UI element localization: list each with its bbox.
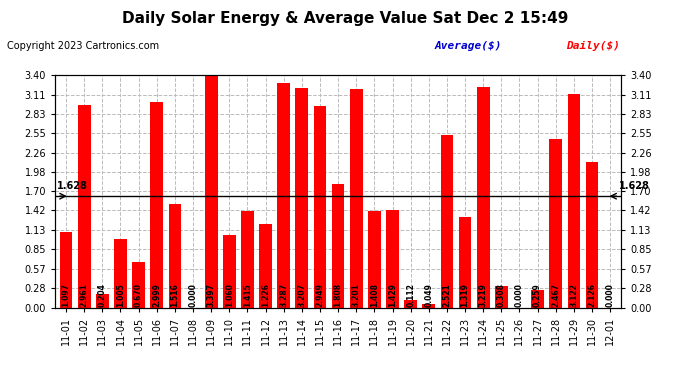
Text: 1.005: 1.005 — [116, 283, 125, 307]
Text: 1.060: 1.060 — [225, 283, 234, 307]
Text: 2.467: 2.467 — [551, 283, 560, 307]
Text: 3.219: 3.219 — [479, 283, 488, 307]
Text: 0.000: 0.000 — [606, 283, 615, 307]
Bar — [386, 210, 399, 308]
Bar — [277, 83, 290, 308]
Bar — [96, 294, 109, 308]
Text: 0.670: 0.670 — [134, 283, 143, 307]
Text: 2.521: 2.521 — [442, 283, 451, 307]
Text: Copyright 2023 Cartronics.com: Copyright 2023 Cartronics.com — [7, 41, 159, 51]
Text: 0.308: 0.308 — [497, 283, 506, 307]
Text: 1.628: 1.628 — [619, 182, 650, 191]
Bar — [586, 162, 598, 308]
Bar — [549, 139, 562, 308]
Text: 2.949: 2.949 — [315, 283, 324, 307]
Text: 1.319: 1.319 — [460, 283, 469, 307]
Text: 1.516: 1.516 — [170, 283, 179, 307]
Bar — [440, 135, 453, 308]
Text: 2.126: 2.126 — [587, 283, 596, 307]
Text: 3.397: 3.397 — [207, 283, 216, 307]
Text: 1.429: 1.429 — [388, 283, 397, 307]
Bar — [368, 211, 381, 308]
Bar — [295, 88, 308, 308]
Text: 0.000: 0.000 — [515, 283, 524, 307]
Bar — [314, 106, 326, 308]
Bar — [531, 290, 544, 308]
Text: Daily($): Daily($) — [566, 41, 620, 51]
Text: 1.097: 1.097 — [61, 283, 70, 307]
Bar — [404, 300, 417, 307]
Text: 0.259: 0.259 — [533, 283, 542, 307]
Bar — [223, 235, 236, 308]
Bar — [350, 88, 362, 308]
Text: 1.408: 1.408 — [370, 283, 379, 307]
Bar — [132, 262, 145, 308]
Text: 2.999: 2.999 — [152, 283, 161, 307]
Text: 2.961: 2.961 — [80, 283, 89, 307]
Text: 1.226: 1.226 — [261, 283, 270, 307]
Text: 0.049: 0.049 — [424, 283, 433, 307]
Text: 3.287: 3.287 — [279, 283, 288, 307]
Bar — [241, 211, 254, 308]
Bar — [150, 102, 163, 308]
Text: Daily Solar Energy & Average Value Sat Dec 2 15:49: Daily Solar Energy & Average Value Sat D… — [122, 11, 568, 26]
Bar — [259, 224, 272, 308]
Text: 0.112: 0.112 — [406, 283, 415, 307]
Bar — [459, 217, 471, 308]
Bar — [422, 304, 435, 307]
Bar — [567, 94, 580, 308]
Bar — [495, 286, 508, 308]
Bar — [60, 232, 72, 308]
Text: Average($): Average($) — [435, 41, 502, 51]
Text: 0.000: 0.000 — [188, 283, 197, 307]
Bar — [168, 204, 181, 308]
Bar — [205, 75, 217, 308]
Text: 3.207: 3.207 — [297, 283, 306, 307]
Text: 3.201: 3.201 — [352, 283, 361, 307]
Text: 3.122: 3.122 — [569, 283, 578, 307]
Bar — [332, 184, 344, 308]
Text: 1.628: 1.628 — [57, 182, 88, 191]
Bar — [114, 239, 127, 308]
Bar — [477, 87, 489, 308]
Text: 1.808: 1.808 — [333, 283, 343, 307]
Text: 0.204: 0.204 — [98, 283, 107, 307]
Bar — [78, 105, 90, 308]
Text: 1.415: 1.415 — [243, 283, 252, 307]
